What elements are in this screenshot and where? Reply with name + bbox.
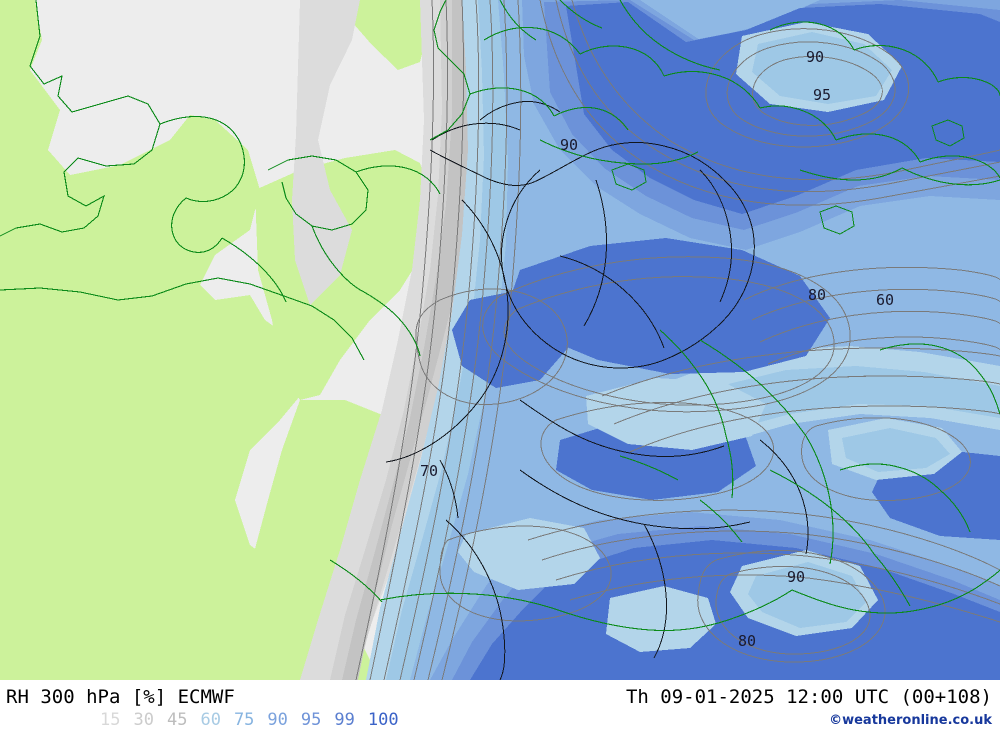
rh-pocket-75-f bbox=[842, 428, 950, 472]
scale-step-45: 45 bbox=[166, 710, 188, 730]
scale-step-100: 100 bbox=[367, 710, 399, 730]
scale-step-99: 99 bbox=[334, 710, 355, 730]
scale-step-60: 60 bbox=[200, 710, 221, 730]
scale-step-15: 15 bbox=[100, 710, 121, 730]
rh-band-15-gray bbox=[292, 0, 360, 305]
rh-pocket-60-d bbox=[458, 518, 600, 590]
scale-step-95: 95 bbox=[300, 710, 322, 730]
relative-humidity-contour-map[interactable]: 90 95 90 80 60 70 90 80 bbox=[0, 0, 1000, 680]
rh-pocket-60-e bbox=[606, 586, 716, 652]
copyright-notice: ©weatheronline.co.uk bbox=[829, 713, 992, 728]
rh-band-under15-green-n bbox=[350, 0, 428, 70]
scale-step-90: 90 bbox=[267, 710, 288, 730]
rh-pocket-75-c bbox=[748, 562, 866, 628]
contour-lines bbox=[355, 0, 1000, 680]
islands bbox=[611, 119, 965, 235]
rh-pocket-60-b bbox=[586, 378, 766, 450]
relative-humidity-scale: 15 30 45 60 75 90 95 99 100 bbox=[100, 711, 399, 730]
scale-step-75: 75 bbox=[233, 710, 255, 730]
coastlines bbox=[0, 0, 1000, 632]
forecast-run-info: Th 09-01-2025 12:00 UTC (00+108) bbox=[625, 686, 992, 708]
rh-band-100-core-s bbox=[470, 540, 1000, 680]
map-title: RH 300 hPa [%] ECMWF bbox=[6, 686, 235, 708]
country-borders bbox=[385, 101, 809, 680]
map-footer: RH 300 hPa [%] ECMWF Th 09-01-2025 12:00… bbox=[0, 680, 1000, 733]
scale-step-30: 30 bbox=[133, 710, 154, 730]
rh-band-under15-green bbox=[0, 0, 380, 680]
rh-band-100-core-mid bbox=[508, 238, 830, 374]
